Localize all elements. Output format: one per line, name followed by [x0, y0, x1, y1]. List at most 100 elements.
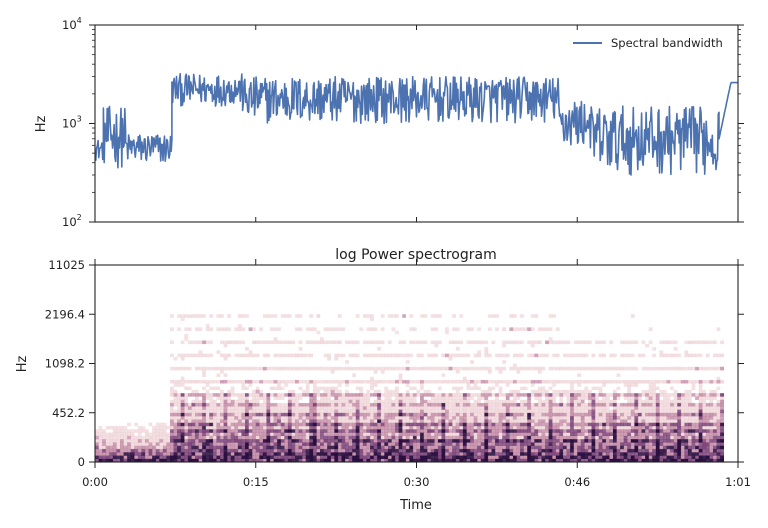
spectrogram-cell — [645, 389, 649, 394]
spectrogram-cell — [555, 422, 560, 427]
spectrogram-cell — [323, 314, 328, 318]
spectrogram-cell — [262, 353, 267, 358]
spectrogram-cell — [566, 452, 571, 456]
spectrogram-cell — [602, 445, 607, 450]
spectrogram-cell — [177, 452, 182, 456]
spectrogram-cell — [245, 422, 249, 427]
spectrogram-cell — [562, 386, 567, 391]
spectrogram-cell — [520, 458, 524, 463]
spectrogram-cell — [255, 409, 260, 414]
spectrogram-cell — [195, 370, 199, 374]
spectrogram-cell — [409, 340, 414, 345]
spectrogram-cell — [516, 383, 521, 387]
spectrogram-cell — [434, 412, 439, 417]
spectrogram-cell — [184, 432, 189, 437]
spectrogram-cell — [316, 353, 321, 358]
spectrogram-cell — [377, 317, 382, 322]
spectrogram-cell — [416, 314, 421, 318]
spectrogram-cell — [273, 389, 278, 394]
spectrogram-cell — [223, 439, 228, 443]
spectrogram-cell — [380, 340, 385, 345]
spectrogram-cell — [541, 373, 546, 377]
spectrogram-cell — [177, 412, 182, 417]
spectrogram-cell — [262, 435, 267, 440]
spectrogram-cell — [602, 396, 607, 400]
spectrogram-cell — [359, 353, 364, 358]
spectrogram-cell — [559, 448, 564, 453]
spectrogram-cell — [637, 455, 642, 460]
spectrogram-cell — [291, 448, 296, 453]
spectrogram-cell — [241, 340, 246, 345]
spectrogram-cell — [345, 399, 349, 404]
spectrogram-cell — [491, 409, 496, 414]
spectrogram-cell — [652, 389, 657, 394]
spectrogram-cell — [591, 393, 596, 397]
spectrogram-cell — [177, 442, 182, 446]
spectrogram-cell — [405, 393, 410, 397]
spectrogram-cell — [205, 356, 210, 361]
spectrogram-cell — [516, 435, 521, 440]
spectrogram-cell — [348, 429, 353, 433]
spectrogram-cell — [520, 419, 524, 423]
spectrogram-cell — [159, 445, 164, 450]
spectrogram-cell — [484, 393, 489, 397]
spectrogram-cell — [552, 406, 557, 410]
spectrogram-cell — [573, 435, 578, 440]
spectrogram-cell — [555, 314, 560, 318]
spectrogram-cell — [395, 393, 399, 397]
spectrogram-cell — [502, 406, 507, 410]
spectrogram-cell — [327, 379, 332, 384]
spectrogram-cell — [280, 452, 285, 456]
spectrogram-cell — [102, 412, 107, 417]
spectrogram-cell — [477, 356, 482, 361]
spectrogram-cell — [170, 327, 174, 331]
spectrogram-cell — [577, 432, 582, 437]
spectrogram-cell — [398, 340, 403, 345]
spectrogram-cell — [630, 412, 635, 417]
spectrogram-cell — [227, 409, 232, 414]
spectrogram-cell — [280, 366, 285, 371]
spectrogram-cell — [320, 389, 324, 394]
spectrogram-cell — [102, 445, 107, 450]
spectrogram-cell — [441, 373, 446, 377]
spectrogram-cell — [623, 458, 628, 463]
spectrogram-cell — [552, 386, 557, 391]
spectrogram-cell — [620, 429, 624, 433]
spectrogram-cell — [191, 419, 196, 423]
spectrogram-cell — [480, 402, 485, 407]
spectrogram-cell — [412, 402, 417, 407]
spectrogram-cell — [291, 327, 296, 331]
spectrogram-cell — [305, 399, 310, 404]
spectrogram-cell — [512, 383, 517, 387]
spectrogram-cell — [387, 274, 392, 279]
spectrogram-cell — [470, 412, 474, 417]
spectrogram-cell — [148, 425, 153, 430]
spectrogram-cell — [191, 340, 196, 345]
spectrogram-cell — [516, 445, 521, 450]
spectrogram-cell — [591, 435, 596, 440]
spectrogram-cell — [266, 370, 271, 374]
spectrogram-cell — [416, 458, 421, 463]
spectrogram-cell — [270, 310, 274, 315]
spectrogram-cell — [459, 445, 464, 450]
spectrogram-cell — [437, 373, 442, 377]
spectrogram-cell — [445, 425, 449, 430]
spectrogram-cell — [541, 425, 546, 430]
spectrogram-cell — [602, 432, 607, 437]
spectrogram-cell — [645, 445, 649, 450]
spectrogram-cell — [570, 353, 574, 358]
spectrogram-cell — [498, 445, 503, 450]
spectrogram-cell — [520, 425, 524, 430]
spectrogram-cell — [659, 455, 664, 460]
spectrogram-cell — [277, 422, 282, 427]
spectrogram-cell — [362, 429, 367, 433]
spectrogram-cell — [270, 396, 274, 400]
spectrogram-cell — [598, 406, 603, 410]
spectrogram-cell — [430, 406, 435, 410]
spectrogram-cell — [452, 442, 457, 446]
spectrogram-cell — [127, 435, 132, 440]
spectrogram-cell — [430, 402, 435, 407]
spectrogram-cell — [405, 340, 410, 345]
spectrogram-cell — [498, 314, 503, 318]
spectrogram-cell — [502, 429, 507, 433]
